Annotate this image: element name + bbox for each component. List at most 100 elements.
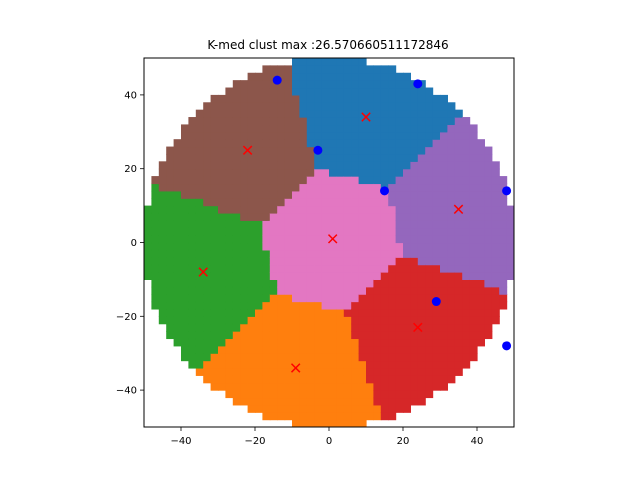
cluster-cell-2 [240,286,249,295]
cluster-cell-4 [477,212,485,221]
cluster-cell-4 [454,198,463,207]
cluster-cell-4 [417,190,426,199]
cluster-cell-4 [484,235,493,244]
cluster-cell-4 [447,153,456,162]
cluster-cell-4 [484,220,493,229]
cluster-cell-3 [440,338,448,347]
cluster-cell-4 [462,212,471,221]
cluster-cell-4 [432,220,441,229]
cluster-cell-0 [321,65,330,74]
cluster-cell-3 [447,360,456,369]
cluster-cell-3 [403,331,411,340]
cluster-cell-5 [284,146,293,155]
cluster-cell-5 [240,205,249,214]
cluster-cell-5 [203,117,212,126]
cluster-cell-5 [195,153,204,162]
cluster-cell-0 [432,117,441,126]
cluster-cell-0 [440,94,448,103]
cluster-cell-2 [188,220,197,229]
cluster-cell-0 [329,80,337,89]
cluster-cell-3 [484,316,493,325]
cluster-cell-3 [432,272,441,280]
cluster-cell-3 [462,345,471,354]
cluster-cell-3 [417,397,426,406]
cluster-cell-4 [462,124,471,133]
cluster-cell-5 [292,168,300,177]
cluster-cell-3 [454,294,463,303]
cluster-cell-4 [425,161,434,170]
cluster-cell-1 [299,338,308,347]
cluster-cell-4 [477,235,485,244]
cluster-cell-4 [462,161,471,170]
cluster-cell-0 [336,102,345,111]
cluster-cell-1 [284,375,293,384]
cluster-cell-2 [173,257,182,266]
cluster-cell-4 [469,235,478,244]
cluster-cell-0 [336,58,345,66]
cluster-cell-2 [232,294,241,303]
cluster-cell-5 [166,168,175,177]
cluster-cell-4 [506,205,514,214]
cluster-cell-0 [373,131,382,140]
cluster-cell-5 [277,176,286,185]
cluster-cell-1 [262,345,271,354]
cluster-cell-0 [343,58,352,66]
cluster-cell-6 [284,279,293,288]
cluster-cell-5 [284,139,293,148]
cluster-cell-5 [269,161,278,170]
cluster-cell-0 [403,94,411,103]
cluster-cell-4 [484,183,493,192]
cluster-cell-3 [425,382,434,391]
cluster-cell-4 [410,220,419,229]
cluster-cell-3 [380,294,389,303]
cluster-cell-2 [232,242,241,251]
cluster-cell-4 [432,257,441,266]
cluster-cell-4 [447,198,456,207]
cluster-cell-5 [262,198,271,207]
cluster-cell-0 [388,94,397,103]
cluster-cell-0 [417,87,426,96]
cluster-cell-6 [388,212,397,221]
cluster-cell-5 [210,168,219,177]
cluster-cell-1 [277,331,286,340]
cluster-cell-0 [388,124,397,133]
cluster-cell-0 [306,58,315,66]
cluster-cell-5 [262,176,271,185]
cluster-cell-1 [329,419,337,427]
cluster-cell-5 [292,124,300,133]
cluster-cell-4 [447,124,456,133]
cluster-cell-5 [240,109,249,118]
cluster-cell-5 [218,102,226,111]
cluster-cell-1 [247,397,256,406]
cluster-cell-1 [306,308,315,317]
cluster-cell-5 [292,176,300,185]
cluster-cell-6 [292,257,300,266]
cluster-cell-0 [366,131,374,140]
cluster-cell-3 [425,286,434,295]
cluster-cell-5 [218,176,226,185]
cluster-cell-6 [277,279,286,288]
cluster-cell-0 [358,102,367,111]
cluster-cell-5 [277,139,286,148]
cluster-cell-2 [195,257,204,266]
cluster-cell-5 [188,176,197,185]
cluster-cell-1 [203,360,212,369]
cluster-cell-4 [477,183,485,192]
cluster-cell-5 [277,65,286,74]
cluster-cell-6 [299,227,308,236]
cluster-cell-2 [173,338,182,347]
cluster-cell-1 [306,419,315,427]
cluster-cell-5 [277,198,286,207]
cluster-cell-2 [210,279,219,288]
cluster-cell-6 [388,205,397,214]
cluster-cell-3 [358,331,367,340]
cluster-cell-5 [284,176,293,185]
cluster-cell-2 [144,235,152,244]
cluster-cell-3 [410,353,419,362]
cluster-cell-1 [306,301,315,310]
cluster-cell-6 [314,190,323,199]
cluster-cell-2 [166,272,175,280]
cluster-cell-0 [292,80,300,89]
cluster-cell-2 [203,353,212,362]
cluster-cell-5 [306,146,315,155]
